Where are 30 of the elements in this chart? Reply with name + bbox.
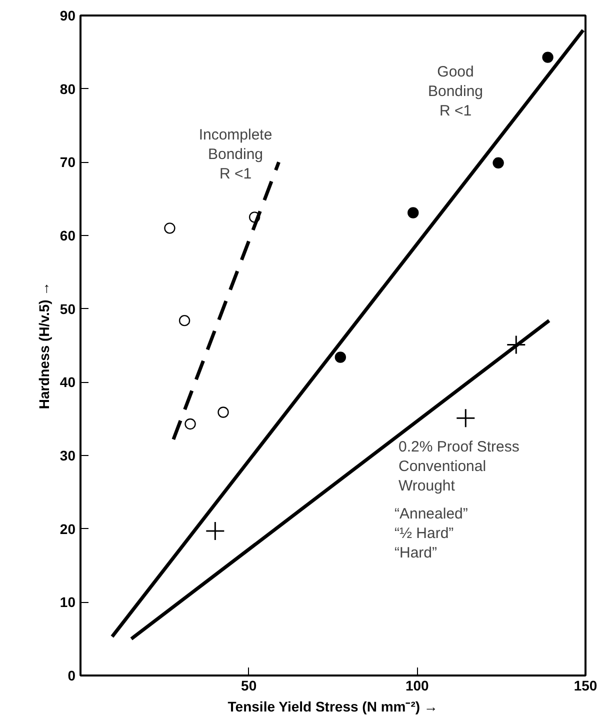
y-tick-label: 40 xyxy=(60,374,76,390)
y-tick-label: 60 xyxy=(60,228,76,244)
y-axis-title: Hardness (H/v.5) → xyxy=(36,282,52,410)
y-tick-label: 10 xyxy=(60,594,76,610)
point xyxy=(506,335,526,355)
point xyxy=(205,521,225,541)
annotation: “Annealed” “½ Hard” “Hard” xyxy=(394,506,468,562)
point xyxy=(334,352,346,363)
y-tick-label: 90 xyxy=(60,8,76,24)
point xyxy=(218,406,229,418)
y-tick-label: 70 xyxy=(60,154,76,170)
y-tick-label: 50 xyxy=(60,300,76,317)
point xyxy=(492,157,504,168)
x-tick-label: 100 xyxy=(405,678,430,694)
x-tick-label: 150 xyxy=(574,678,598,694)
x-axis-title: Tensile Yield Stress (N mm⁻²) → xyxy=(228,698,438,714)
x-tick-label: 50 xyxy=(241,678,257,694)
y-tick-label: 0 xyxy=(68,668,76,684)
point xyxy=(542,52,554,63)
point xyxy=(178,314,190,326)
point xyxy=(456,408,476,428)
point xyxy=(164,222,176,234)
point xyxy=(408,207,419,218)
annotation: Good Bonding R <1 xyxy=(428,64,484,120)
y-tick-label: 30 xyxy=(60,448,76,464)
point xyxy=(184,418,196,430)
annotation: 0.2% Proof Stress Conventional Wrought xyxy=(398,438,520,495)
y-tick-label: 20 xyxy=(60,520,76,537)
annotation: Incomplete Bonding R <1 xyxy=(198,126,272,183)
y-tick-label: 80 xyxy=(60,80,76,97)
